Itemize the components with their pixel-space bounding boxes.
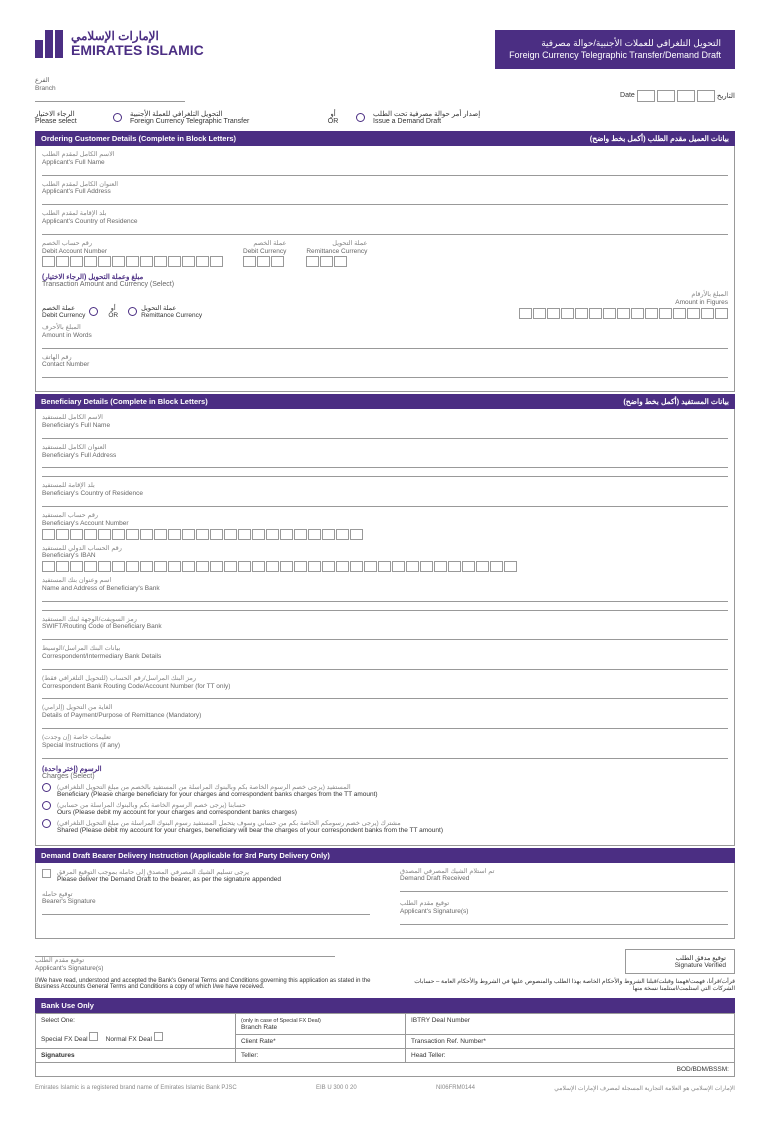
debit-currency-boxes[interactable] (243, 256, 286, 267)
amount-figures-boxes[interactable] (519, 308, 728, 319)
logo: الإمارات الإسلاميEMIRATES ISLAMIC (35, 30, 204, 59)
signature-verified-box: توقيع مدقق الطلبSignature Verified (625, 949, 735, 974)
remit-currency-boxes[interactable] (306, 256, 367, 267)
date-field[interactable]: Date التاريخ (620, 90, 735, 102)
radio-debit-curr[interactable] (89, 307, 98, 316)
checkbox-deliver[interactable] (42, 869, 51, 878)
section-beneficiary-header: Beneficiary Details (Complete in Block L… (35, 394, 735, 409)
radio-charge-ben[interactable] (42, 783, 51, 792)
radio-charge-shared[interactable] (42, 819, 51, 828)
header: الإمارات الإسلاميEMIRATES ISLAMIC التحوي… (35, 30, 735, 69)
ben-iban-boxes[interactable] (42, 561, 728, 572)
section-ordering-header: Ordering Customer Details (Complete in B… (35, 131, 735, 146)
radio-remit-curr[interactable] (128, 307, 137, 316)
footer: Emirates Islamic is a registered brand n… (35, 1085, 735, 1092)
radio-tt[interactable] (113, 113, 122, 122)
form-title: التحويل التلغرافي للعملات الأجنبية/حوالة… (495, 30, 735, 69)
bank-use-table: Select One: Special FX Deal Normal FX De… (35, 1013, 735, 1063)
section-dd-header: Demand Draft Bearer Delivery Instruction… (35, 848, 735, 863)
section-bank-header: Bank Use Only (35, 998, 735, 1013)
ben-account-boxes[interactable] (42, 529, 728, 540)
debit-account-boxes[interactable] (42, 256, 223, 267)
radio-charge-ours[interactable] (42, 801, 51, 810)
radio-dd[interactable] (356, 113, 365, 122)
checkbox-sfx[interactable] (89, 1032, 98, 1041)
checkbox-nfx[interactable] (154, 1032, 163, 1041)
